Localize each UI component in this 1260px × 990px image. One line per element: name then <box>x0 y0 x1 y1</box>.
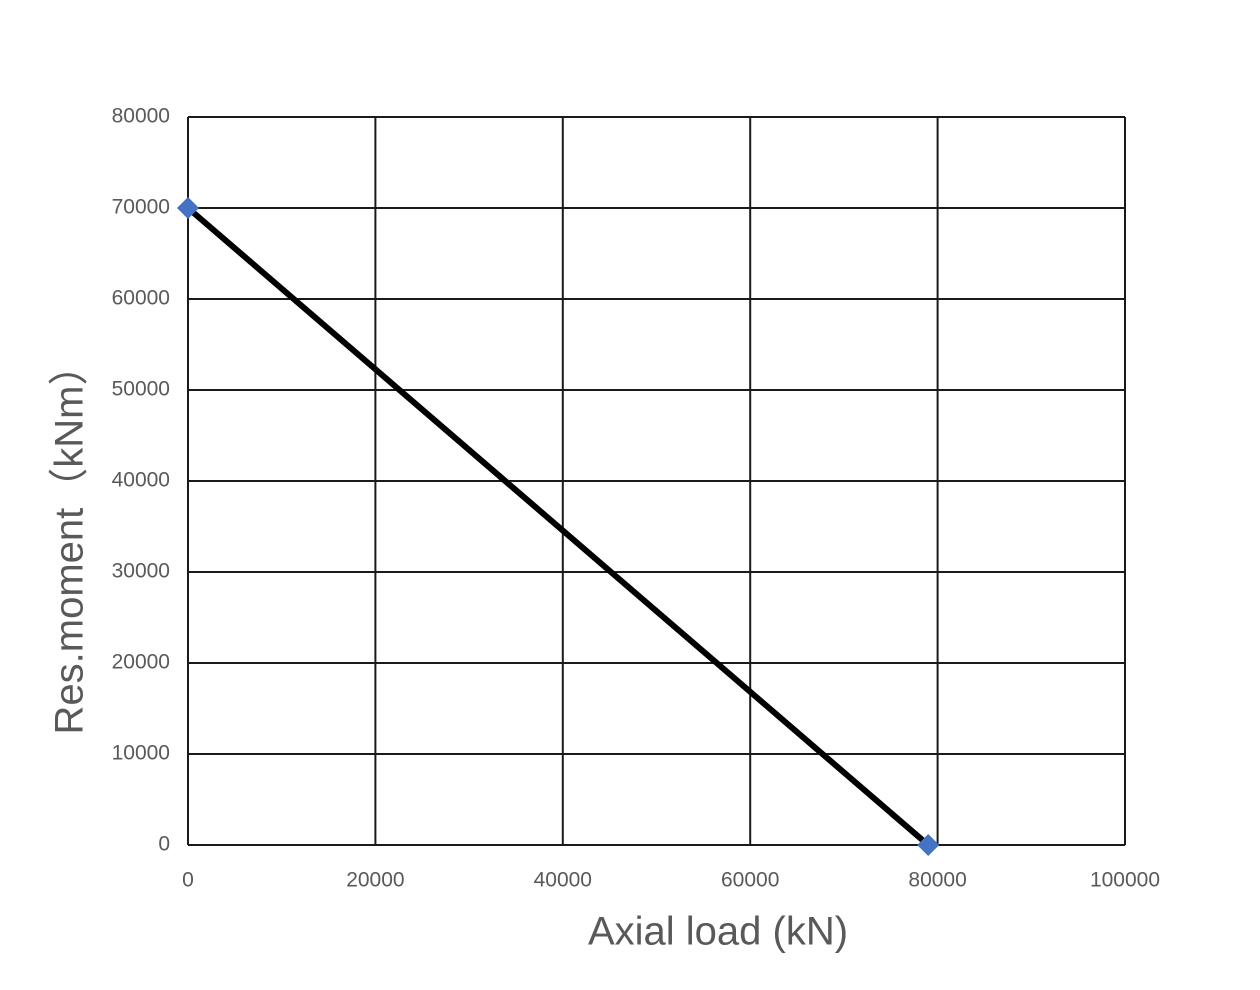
data-point <box>177 197 199 219</box>
y-tick-label: 70000 <box>112 196 170 219</box>
x-tick-label: 60000 <box>721 869 779 892</box>
x-tick-label: 80000 <box>908 869 966 892</box>
series-line <box>185 205 932 848</box>
x-tick-label: 100000 <box>1090 869 1160 892</box>
x-tick-label: 40000 <box>534 869 592 892</box>
x-tick-label: 20000 <box>346 869 404 892</box>
y-tick-label: 20000 <box>112 651 170 674</box>
x-tick-label: 0 <box>182 869 194 892</box>
y-tick-label: 30000 <box>112 560 170 583</box>
x-axis-label: Axial load (kN) <box>588 910 848 954</box>
y-tick-label: 0 <box>158 833 170 856</box>
y-tick-label: 40000 <box>112 469 170 492</box>
data-point <box>917 834 940 856</box>
y-tick-label: 50000 <box>112 378 170 401</box>
y-tick-label: 10000 <box>112 742 170 765</box>
y-tick-label: 80000 <box>112 105 170 128</box>
y-tick-label: 60000 <box>112 287 170 310</box>
y-axis-label: Res.moment（kNm） <box>48 346 92 735</box>
